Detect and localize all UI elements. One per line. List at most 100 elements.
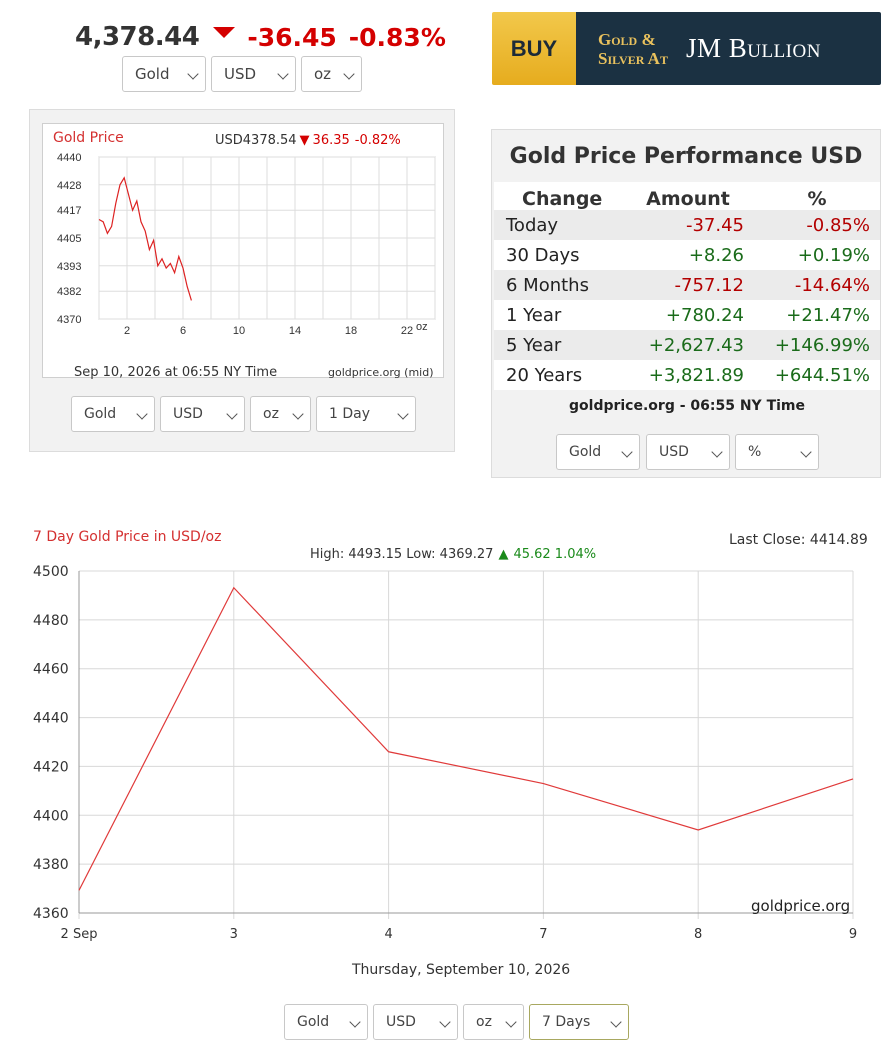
- mini-unit-select[interactable]: oz: [250, 396, 311, 432]
- mini-chart-unit: oz: [416, 321, 428, 333]
- period-cell: 30 Days: [506, 244, 580, 266]
- unit-select-value: oz: [314, 65, 332, 83]
- table-row: 1 Year +780.24 +21.47%: [494, 300, 880, 330]
- period-cell: 20 Years: [506, 364, 583, 386]
- mini-y-tick-label: 4428: [57, 180, 81, 192]
- mini-y-tick-label: 4405: [57, 233, 81, 245]
- chevron-down-icon: [397, 408, 409, 420]
- perf-currency-select[interactable]: USD: [646, 434, 730, 470]
- chevron-down-icon: [711, 446, 723, 458]
- mini-chart-title: Gold Price: [53, 130, 124, 146]
- performance-rows: Today -37.45 -0.85% 30 Days +8.26 +0.19% 6 M…: [494, 210, 880, 390]
- performance-footer: goldprice.org - 06:55 NY Time: [569, 398, 805, 414]
- amount-cell: +8.26: [688, 244, 744, 266]
- big-stats-high-low: High: 4493.15 Low: 4369.27: [310, 547, 493, 562]
- big-chart-y-axis: 4360 4380 4400 4420 4440 4460 4480 4500: [33, 564, 69, 922]
- big-x-tick-label: 3: [230, 927, 238, 942]
- perf-metal-select-value: Gold: [569, 444, 602, 460]
- big-y-tick-label: 4380: [33, 857, 69, 873]
- perf-currency-select-value: USD: [659, 444, 689, 460]
- table-row: Today -37.45 -0.85%: [494, 210, 880, 240]
- chevron-down-icon: [226, 408, 238, 420]
- mini-quote-price: USD4378.54: [215, 133, 297, 148]
- mini-range-select[interactable]: 1 Day: [316, 396, 416, 432]
- spot-price: 4,378.44: [75, 22, 200, 52]
- mini-metal-select-value: Gold: [84, 406, 117, 422]
- chevron-down-icon: [610, 1016, 622, 1028]
- metal-select-value: Gold: [135, 65, 170, 83]
- mini-chart-timestamp: Sep 10, 2026 at 06:55 NY Time: [74, 365, 277, 379]
- ad-tagline-line2: Silver At: [598, 48, 668, 68]
- big-y-tick-label: 4480: [33, 613, 69, 629]
- mini-y-tick-label: 4370: [57, 314, 81, 326]
- ad-brand-area: Gold & Silver At JM Bullion: [576, 12, 881, 85]
- big-chart-series-line: [78, 586, 854, 891]
- big-unit-select[interactable]: oz: [463, 1004, 524, 1040]
- big-currency-select[interactable]: USD: [373, 1004, 458, 1040]
- currency-select-value: USD: [224, 65, 257, 83]
- big-chart-date: Thursday, September 10, 2026: [351, 962, 570, 978]
- chevron-down-icon: [800, 446, 812, 458]
- seven-day-chart: 7 Day Gold Price in USD/oz Last Close: 4…: [0, 515, 896, 985]
- mini-x-tick-label: 18: [345, 325, 357, 337]
- intraday-chart-svg: Gold Price USD4378.54 ▼ 36.35 -0.82% 4440 44…: [53, 130, 436, 380]
- big-x-tick-label: 9: [849, 927, 857, 942]
- mini-chart-x-axis: 2 6 10 14 18 22: [124, 325, 413, 337]
- mini-y-tick-label: 4382: [57, 286, 81, 298]
- big-y-tick-label: 4400: [33, 808, 69, 824]
- chevron-down-icon: [439, 1016, 451, 1028]
- chevron-down-icon: [621, 446, 633, 458]
- big-x-tick-label: 4: [384, 927, 392, 942]
- big-chart-watermark: goldprice.org: [751, 897, 850, 915]
- mini-y-tick-label: 4440: [57, 152, 81, 164]
- chevron-down-icon: [505, 1016, 517, 1028]
- down-arrow-icon: [213, 26, 236, 38]
- header-change: Change: [522, 188, 603, 210]
- currency-select[interactable]: USD: [211, 56, 296, 92]
- performance-table-header: Change Amount %: [494, 182, 880, 210]
- big-chart-title: 7 Day Gold Price in USD/oz: [33, 529, 221, 545]
- mini-quote-arrow: ▼: [300, 133, 310, 148]
- buy-label: BUY: [492, 12, 576, 85]
- chevron-down-icon: [349, 1016, 361, 1028]
- amount-cell: +2,627.43: [648, 334, 744, 356]
- perf-metal-select[interactable]: Gold: [556, 434, 640, 470]
- mini-x-tick-label: 22: [401, 325, 413, 337]
- mini-chart-y-axis: 4440 4428 4417 4405 4393 4382 4370: [57, 152, 81, 326]
- big-range-select-value: 7 Days: [542, 1014, 591, 1030]
- mini-x-tick-label: 6: [180, 325, 186, 337]
- big-chart-stats: High: 4493.15 Low: 4369.27 ▲ 45.62 1.04%: [310, 547, 596, 562]
- big-y-tick-label: 4460: [33, 662, 69, 678]
- pct-cell: -0.85%: [806, 214, 870, 236]
- pct-cell: +21.47%: [786, 304, 870, 326]
- header-pct: %: [807, 188, 827, 210]
- chevron-down-icon: [292, 408, 304, 420]
- header-amount: Amount: [646, 188, 730, 210]
- mini-chart-series-line: [98, 176, 192, 301]
- big-y-tick-label: 4420: [33, 759, 69, 775]
- metal-select[interactable]: Gold: [122, 56, 206, 92]
- mini-range-select-value: 1 Day: [329, 406, 371, 422]
- perf-mode-select-value: %: [748, 444, 762, 460]
- big-metal-select[interactable]: Gold: [284, 1004, 368, 1040]
- mini-currency-select[interactable]: USD: [160, 396, 245, 432]
- big-currency-select-value: USD: [386, 1014, 416, 1030]
- mini-chart-quote: USD4378.54 ▼ 36.35 -0.82%: [215, 133, 401, 148]
- big-range-select[interactable]: 7 Days: [529, 1004, 629, 1040]
- chevron-down-icon: [187, 68, 199, 80]
- pct-cell: -14.64%: [794, 274, 870, 296]
- big-chart-last-close: Last Close: 4414.89: [729, 532, 868, 548]
- ad-tagline: Gold & Silver At: [598, 30, 668, 68]
- chevron-down-icon: [277, 68, 289, 80]
- big-x-tick-label: 2 Sep: [61, 927, 98, 942]
- mini-x-tick-label: 10: [233, 325, 245, 337]
- perf-mode-select[interactable]: %: [735, 434, 819, 470]
- table-row: 5 Year +2,627.43 +146.99%: [494, 330, 880, 360]
- table-row: 6 Months -757.12 -14.64%: [494, 270, 880, 300]
- jm-bullion-ad-banner[interactable]: BUY Gold & Silver At JM Bullion: [492, 12, 881, 85]
- spot-price-header: 4,378.44 -36.45 -0.83%: [75, 20, 458, 54]
- unit-select[interactable]: oz: [301, 56, 362, 92]
- mini-unit-select-value: oz: [263, 406, 279, 422]
- mini-metal-select[interactable]: Gold: [71, 396, 155, 432]
- ad-brand-name: JM Bullion: [685, 33, 821, 63]
